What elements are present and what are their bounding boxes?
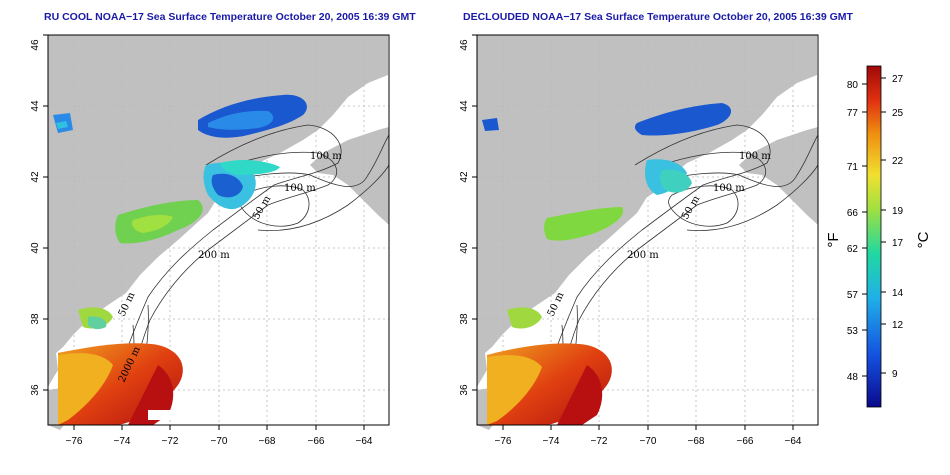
f-tick-label: 57: [847, 290, 859, 301]
x-tick-label: −64: [785, 436, 802, 447]
x-axis-left: −76 −74 −72 −70 −68 −66 −64: [66, 425, 373, 447]
map-panel-left: 100 m 100 m 50 m 200 m 50 m 2000 m −76 −…: [30, 34, 390, 447]
contour-label: 100 m: [713, 183, 745, 194]
x-tick-label: −66: [308, 436, 325, 447]
c-tick-label: 27: [892, 74, 904, 85]
contour-label: 200 m: [198, 250, 230, 261]
y-tick-label: 38: [30, 313, 41, 325]
f-tick-label: 48: [847, 372, 859, 383]
y-axis-right: 36 38 40 42 44 46: [459, 34, 477, 396]
contour-label: 100 m: [739, 151, 771, 162]
contour-label: 100 m: [284, 183, 316, 194]
x-tick-label: −72: [162, 436, 179, 447]
contour-label: 100 m: [310, 151, 342, 162]
colorbar-unit-c: °C: [915, 231, 932, 248]
y-tick-label: 36: [30, 384, 41, 396]
x-tick-label: −72: [591, 436, 608, 447]
colorbar: 80 77 71 66 62 57 53 48 27 25 22 19 17 1…: [825, 65, 932, 408]
x-tick-label: −64: [356, 436, 373, 447]
contour-label: 200 m: [627, 250, 659, 261]
c-tick-label: 9: [892, 369, 898, 380]
y-tick-label: 46: [459, 39, 470, 51]
x-tick-label: −70: [640, 436, 657, 447]
f-tick-label: 62: [847, 244, 859, 255]
colorbar-unit-f: °F: [825, 232, 842, 247]
f-tick-label: 66: [847, 208, 859, 219]
x-tick-label: −76: [66, 436, 83, 447]
x-tick-label: −68: [259, 436, 276, 447]
f-tick-label: 71: [847, 162, 859, 173]
y-tick-label: 40: [30, 242, 41, 254]
y-tick-label: 40: [459, 242, 470, 254]
x-axis-right: −76 −74 −72 −70 −68 −66 −64: [495, 425, 802, 447]
c-tick-label: 17: [892, 238, 904, 249]
colorbar-f-ticks: 80 77 71 66 62 57 53 48: [847, 80, 867, 383]
x-tick-label: −68: [688, 436, 705, 447]
colorbar-c-ticks: 27 25 22 19 17 14 12 9: [881, 74, 904, 380]
colorbar-gradient: [866, 65, 882, 408]
y-tick-label: 46: [30, 39, 41, 51]
c-tick-label: 22: [892, 156, 904, 167]
y-tick-label: 44: [459, 100, 470, 112]
f-tick-label: 53: [847, 326, 859, 337]
x-tick-label: −74: [114, 436, 131, 447]
x-tick-label: −74: [543, 436, 560, 447]
panel-title-right: DECLOUDED NOAA−17 Sea Surface Temperatur…: [463, 11, 853, 23]
y-tick-label: 44: [30, 100, 41, 112]
f-tick-label: 77: [847, 108, 859, 119]
c-tick-label: 12: [892, 320, 904, 331]
y-tick-label: 36: [459, 384, 470, 396]
c-tick-label: 14: [892, 288, 904, 299]
panel-title-left: RU COOL NOAA−17 Sea Surface Temperature …: [44, 11, 416, 23]
c-tick-label: 19: [892, 206, 904, 217]
sst-coverage-left: [53, 94, 307, 425]
y-axis-left: 36 38 40 42 44 46: [30, 34, 48, 396]
sst-coverage-right: [482, 103, 732, 425]
y-tick-label: 42: [459, 171, 470, 183]
x-tick-label: −66: [737, 436, 754, 447]
c-tick-label: 25: [892, 108, 904, 119]
y-tick-label: 38: [459, 313, 470, 325]
map-panel-right: 100 m 100 m 50 m 200 m 50 m −76 −74 −72 …: [459, 34, 819, 447]
x-tick-label: −76: [495, 436, 512, 447]
x-tick-label: −70: [211, 436, 228, 447]
f-tick-label: 80: [847, 80, 859, 91]
y-tick-label: 42: [30, 171, 41, 183]
